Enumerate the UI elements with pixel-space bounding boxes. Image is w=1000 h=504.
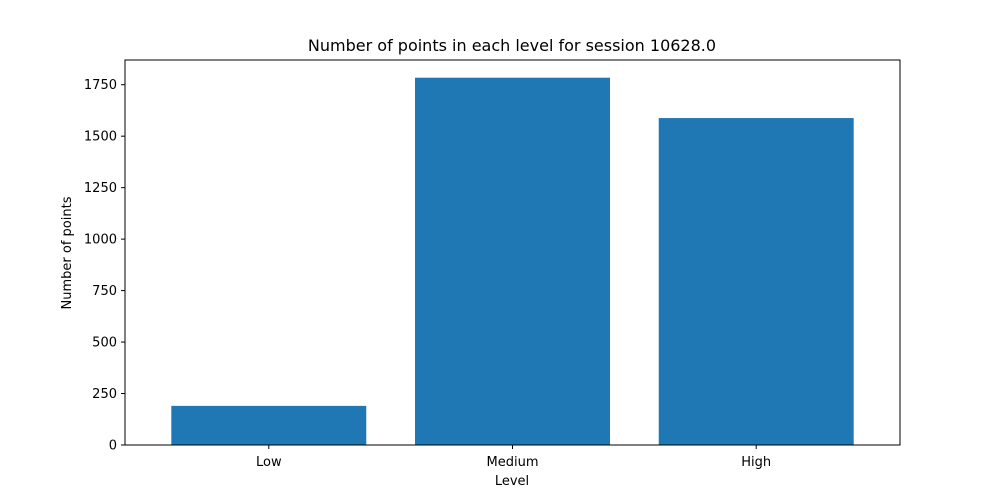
y-tick-label: 500 bbox=[92, 336, 117, 351]
y-tick-label: 250 bbox=[92, 387, 117, 402]
y-tick-label: 1250 bbox=[84, 181, 117, 196]
y-tick-label: 1500 bbox=[84, 130, 117, 145]
bar-medium bbox=[415, 77, 610, 446]
bar-high bbox=[658, 118, 854, 445]
x-tick-label: High bbox=[741, 455, 771, 470]
y-axis-ticks: 0 250 500 750 1000 1250 1500 1750 bbox=[84, 78, 125, 454]
chart-title: Number of points in each level for sessi… bbox=[308, 36, 716, 55]
plot-frame bbox=[124, 59, 901, 446]
x-axis-ticks: Low Medium High bbox=[256, 445, 771, 470]
x-tick-label: Medium bbox=[487, 455, 539, 470]
bar-low bbox=[171, 405, 367, 445]
y-tick-label: 1000 bbox=[84, 233, 117, 248]
x-tick-label: Low bbox=[256, 455, 282, 470]
x-axis-label: Level bbox=[495, 474, 529, 489]
bars-group bbox=[171, 77, 854, 446]
y-tick-label: 0 bbox=[109, 439, 117, 454]
y-tick-label: 1750 bbox=[84, 78, 117, 93]
y-tick-label: 750 bbox=[92, 284, 117, 299]
y-axis-label: Number of points bbox=[60, 196, 75, 309]
